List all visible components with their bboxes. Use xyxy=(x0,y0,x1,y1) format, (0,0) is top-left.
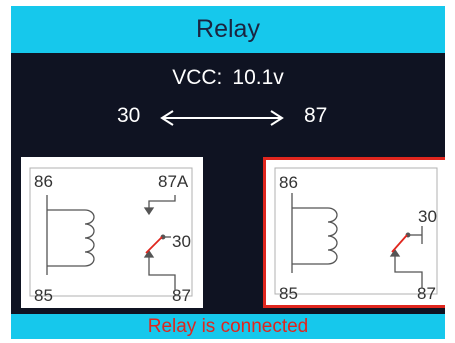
pin-label-30: 30 xyxy=(418,207,437,226)
voltage-label: VCC: xyxy=(172,66,223,89)
connection-to-pin: 87 xyxy=(304,104,328,127)
relay-schematic-on: 86 85 87 30 xyxy=(274,167,438,303)
voltage-value: 10.1v xyxy=(232,66,284,89)
title-bar: Relay xyxy=(11,6,445,53)
connection-from-pin: 30 xyxy=(117,104,141,127)
voltage-readout: VCC: 10.1v xyxy=(11,66,445,90)
status-message: Relay is connected xyxy=(147,315,309,337)
pin-label-87: 87 xyxy=(417,284,436,303)
pin-label-85: 85 xyxy=(279,284,298,303)
relay-diagram-on: 86 85 87 30 xyxy=(263,157,445,308)
coil-icon xyxy=(291,193,338,273)
pin-label-87a: 87A xyxy=(158,172,189,191)
connection-indicator: 30 87 xyxy=(11,104,445,132)
pin-label-87: 87 xyxy=(172,286,191,305)
double-arrow-icon xyxy=(160,110,284,126)
relay-diagram-off: 86 87A 85 87 30 xyxy=(21,157,203,308)
pin-label-86: 86 xyxy=(279,173,298,192)
pin-label-85: 85 xyxy=(34,286,53,305)
pin-label-30: 30 xyxy=(172,232,191,251)
status-bar: Relay is connected xyxy=(11,314,445,339)
page-title: Relay xyxy=(196,15,260,43)
relay-screen: Relay VCC: 10.1v 30 87 86 87A 85 87 30 xyxy=(11,6,445,339)
switch-icon xyxy=(143,195,176,291)
coil-icon xyxy=(46,195,95,275)
pin-label-86: 86 xyxy=(34,172,53,191)
relay-schematic-off: 86 87A 85 87 30 xyxy=(29,167,193,305)
switch-icon xyxy=(389,226,423,288)
